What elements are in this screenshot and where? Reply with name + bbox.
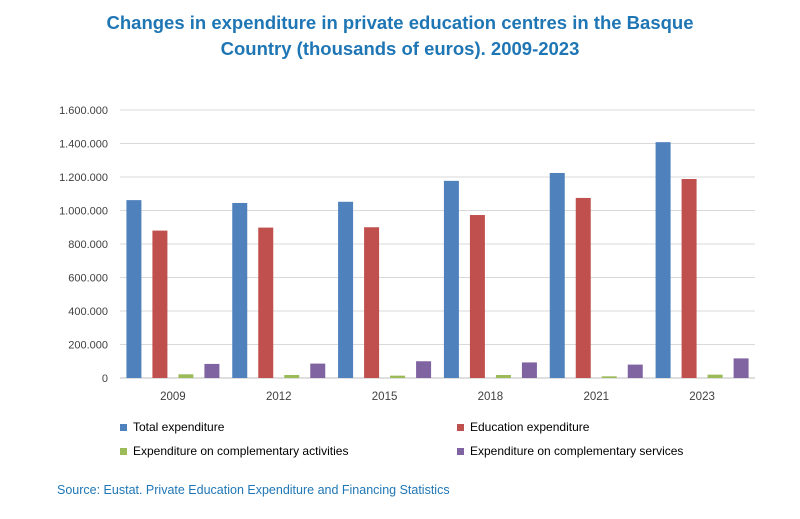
legend-swatch [457,423,464,431]
bar [601,376,617,378]
y-tick-label: 1.600.000 [59,105,108,117]
chart-title: Changes in expenditure in private educat… [60,10,740,62]
legend-item: Education expenditure [457,420,589,434]
y-tick-label: 200.000 [68,340,108,352]
bar [338,201,354,378]
bar [549,172,565,378]
bar [232,202,248,378]
bar [443,180,459,378]
bar [681,179,697,378]
bar [204,363,220,378]
chart-title-line-2: Country (thousands of euros). 2009-2023 [220,38,580,59]
bar [469,215,485,378]
y-tick-label: 600.000 [68,273,108,285]
chart-title-line-1: Changes in expenditure in private educat… [106,12,694,33]
bar [152,230,168,378]
legend-label: Total expenditure [133,420,225,434]
bar [707,374,723,378]
y-tick-label: 1.200.000 [59,172,108,184]
bar [364,227,380,378]
bar [126,200,142,378]
y-tick-label: 400.000 [68,306,108,318]
bar [521,362,537,378]
bar [310,363,326,378]
y-tick-label: 800.000 [68,239,108,251]
bar [416,361,432,378]
bar [258,227,274,378]
x-tick-label: 2012 [266,391,292,403]
legend-swatch [120,423,127,431]
y-tick-label: 1.400.000 [59,139,108,151]
legend-label: Education expenditure [470,420,590,434]
x-tick-label: 2023 [689,391,715,403]
legend-label: Expenditure on complementary activities [133,444,349,458]
bar [575,197,591,378]
bar [733,358,749,378]
x-tick-label: 2018 [478,391,504,403]
legend-item: Expenditure on complementary services [457,444,683,458]
x-tick-label: 2021 [583,391,609,403]
legend-swatch [457,447,464,455]
legend-item: Expenditure on complementary activities [120,444,348,458]
bar [390,375,406,378]
bar [655,142,671,378]
legend-item: Total expenditure [120,420,224,434]
y-tick-label: 0 [102,373,108,385]
legend-label: Expenditure on complementary services [470,444,684,458]
legend-swatch [120,447,127,455]
bar [627,364,643,378]
y-tick-label: 1.000.000 [59,206,108,218]
bar [178,374,194,378]
bar [495,374,511,378]
x-tick-label: 2015 [372,391,398,403]
x-tick-label: 2009 [160,391,186,403]
bar [284,374,300,378]
source-note: Source: Eustat. Private Education Expend… [57,483,450,497]
